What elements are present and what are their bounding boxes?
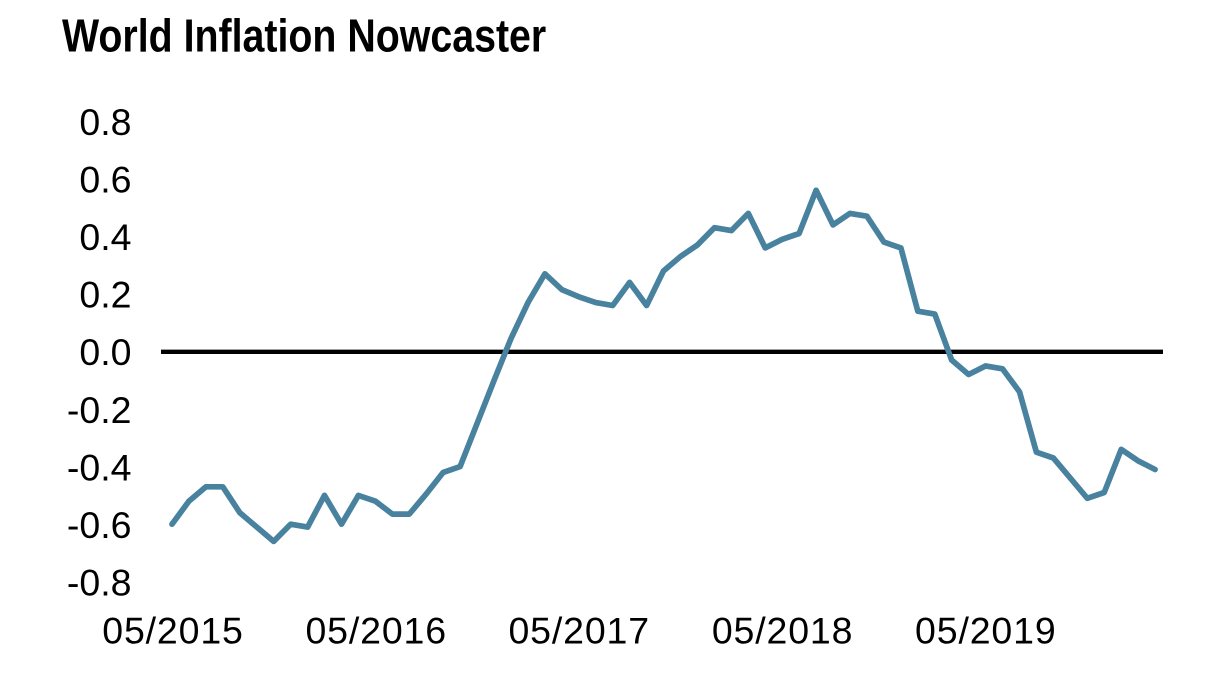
svg-text:0.8: 0.8 [79, 101, 131, 143]
svg-text:-0.4: -0.4 [67, 446, 132, 488]
svg-text:-0.2: -0.2 [67, 389, 132, 431]
svg-text:05/2018: 05/2018 [712, 610, 854, 652]
svg-text:05/2019: 05/2019 [915, 610, 1057, 652]
svg-text:05/2015: 05/2015 [102, 610, 244, 652]
svg-text:0.6: 0.6 [79, 159, 131, 201]
svg-text:05/2017: 05/2017 [508, 610, 650, 652]
svg-text:World Inflation Nowcaster: World Inflation Nowcaster [62, 11, 546, 63]
svg-text:05/2016: 05/2016 [305, 610, 447, 652]
svg-text:-0.8: -0.8 [67, 561, 132, 603]
svg-text:0.4: 0.4 [79, 216, 131, 258]
svg-text:-0.6: -0.6 [67, 504, 132, 546]
svg-text:0.0: 0.0 [79, 331, 131, 373]
svg-text:0.2: 0.2 [79, 274, 131, 316]
